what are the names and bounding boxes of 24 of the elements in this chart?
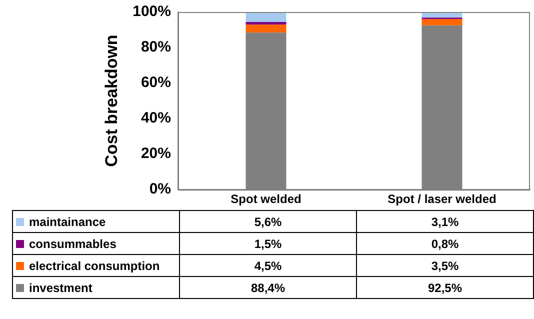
data-label: 0,8% xyxy=(356,232,534,254)
y-tick-label: 40% xyxy=(140,110,171,127)
x-tick-label: Spot / laser welded xyxy=(388,192,496,206)
legend-label: electrical consumption xyxy=(12,254,180,276)
data-label: 88,4% xyxy=(180,276,356,298)
legend-label: consummables xyxy=(12,232,180,254)
x-tick-label: Spot welded xyxy=(230,192,302,206)
y-tick-label: 80% xyxy=(140,38,171,56)
bar xyxy=(246,24,286,33)
legend-label: maintainance xyxy=(12,210,180,232)
y-tick-label: 60% xyxy=(140,74,171,92)
legend-label: investment xyxy=(12,276,180,298)
data-label: 3,1% xyxy=(356,210,534,232)
y-axis-title: Cost breakdown xyxy=(102,34,121,167)
data-label: 92,5% xyxy=(356,276,534,298)
bar xyxy=(422,19,462,26)
y-tick-label: 0% xyxy=(149,180,171,198)
y-tick-label: 100% xyxy=(132,3,171,20)
bar xyxy=(246,22,286,25)
data-label: 4,5% xyxy=(180,254,356,276)
data-label: 5,6% xyxy=(180,210,356,232)
data-label: 3,5% xyxy=(356,254,534,276)
y-tick-label: 20% xyxy=(140,145,171,162)
data-label: 1,5% xyxy=(180,232,356,254)
